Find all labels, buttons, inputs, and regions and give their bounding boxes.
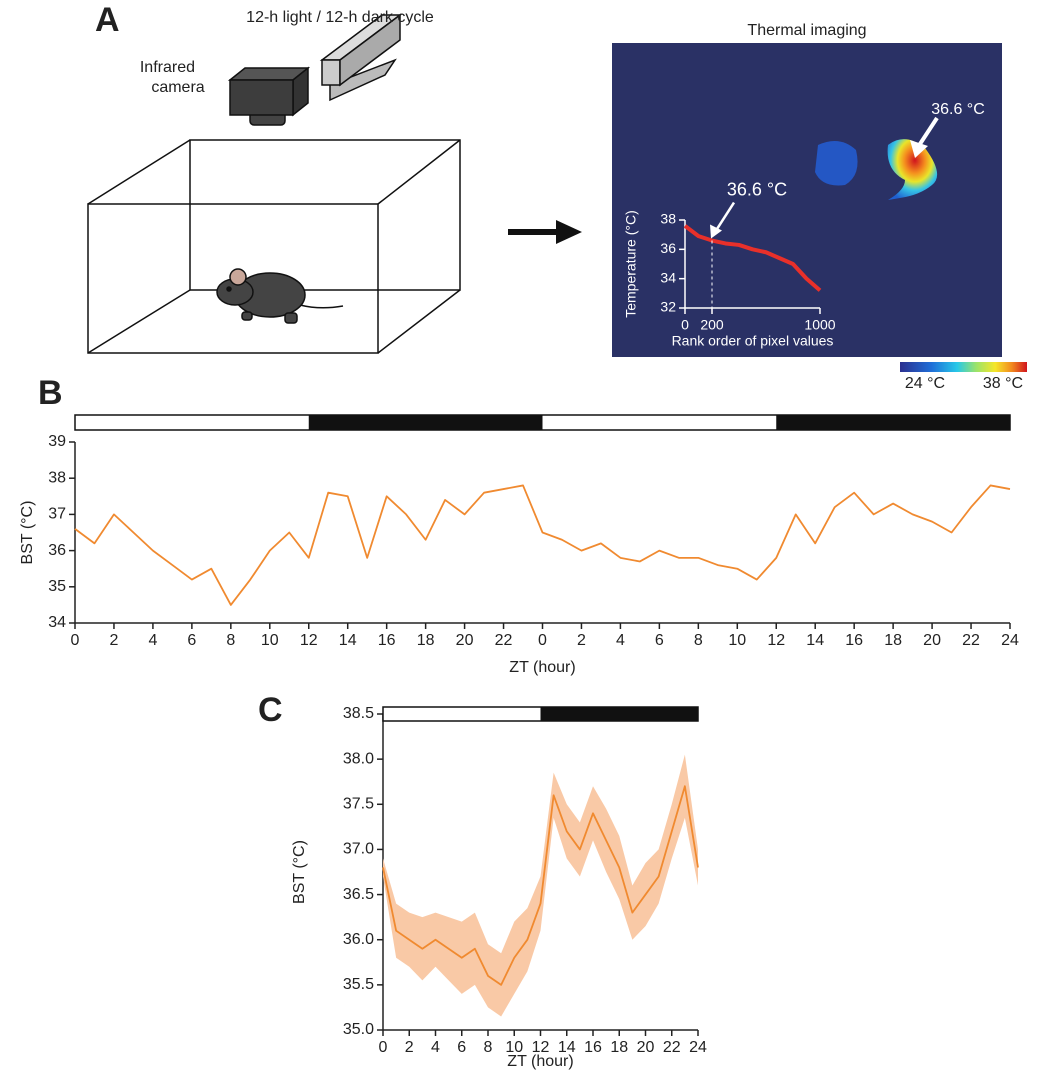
dark-bar	[540, 707, 698, 721]
y-tick-label: 35.5	[343, 976, 374, 993]
light-source	[319, 13, 403, 102]
x-tick-label: 10	[261, 632, 279, 649]
x-axis-label: ZT (hour)	[507, 1053, 573, 1070]
y-tick-label: 35.0	[343, 1021, 374, 1038]
y-tick-label: 34	[48, 614, 66, 631]
x-tick-label: 24	[689, 1039, 707, 1056]
x-tick-label: 2	[405, 1039, 414, 1056]
error-band	[383, 754, 698, 1017]
colorbar	[900, 362, 1027, 372]
x-tick-label: 24	[1001, 632, 1019, 649]
x-tick-label: 16	[378, 632, 396, 649]
data-line	[683, 224, 822, 292]
x-tick-label: 16	[584, 1039, 602, 1056]
x-tick-label: 0	[71, 632, 80, 649]
annotation-arrowhead	[710, 224, 722, 239]
x-tick-label: 200	[700, 317, 724, 333]
y-axis-label: BST (°C)	[291, 840, 308, 904]
cool-blob	[815, 141, 858, 186]
x-tick-label: 18	[610, 1039, 628, 1056]
camera-label: Infrared	[140, 59, 195, 76]
hotspot-arrow	[910, 116, 939, 158]
light-label: 12-h light / 12-h dark cycle	[246, 9, 434, 26]
x-tick-label: 10	[728, 632, 746, 649]
y-tick-label: 36	[48, 542, 66, 559]
infrared-camera	[227, 66, 311, 126]
dark-bar	[308, 415, 543, 430]
x-tick-label: 12	[532, 1039, 550, 1056]
mouse	[216, 268, 344, 324]
thermal-title: Thermal imaging	[747, 22, 866, 39]
colorbar-label: 38 °C	[983, 375, 1023, 392]
x-tick-label: 14	[558, 1039, 576, 1056]
x-tick-label: 8	[226, 632, 235, 649]
x-tick-label: 10	[505, 1039, 523, 1056]
x-tick-label: 6	[187, 632, 196, 649]
x-tick-label: 4	[431, 1039, 440, 1056]
y-tick-label: 39	[48, 433, 66, 450]
y-tick-label: 32	[660, 299, 676, 315]
y-tick-label: 36	[660, 240, 676, 256]
hot-blob	[887, 139, 938, 200]
data-line	[74, 484, 1011, 606]
annotation-arrow	[714, 201, 736, 232]
y-tick-label: 37	[48, 506, 66, 523]
colorbar-label: 24 °C	[905, 375, 945, 392]
y-tick-label: 36.0	[343, 931, 374, 948]
y-tick-label: 37.0	[343, 841, 374, 858]
x-tick-label: 0	[379, 1039, 388, 1056]
cage-diagram	[87, 139, 461, 354]
x-tick-label: 18	[884, 632, 902, 649]
hotspot-label: 36.6 °C	[931, 101, 985, 118]
annotation-label: 36.6 °C	[727, 179, 787, 199]
panel-label: A	[95, 1, 120, 39]
x-tick-label: 14	[806, 632, 824, 649]
x-tick-label: 8	[694, 632, 703, 649]
x-tick-label: 0	[538, 632, 547, 649]
x-tick-label: 8	[484, 1039, 493, 1056]
x-tick-label: 2	[110, 632, 119, 649]
y-tick-label: 35	[48, 578, 66, 595]
y-tick-label: 37.5	[343, 796, 374, 813]
y-tick-label: 38.0	[343, 750, 374, 767]
x-tick-label: 22	[495, 632, 513, 649]
panel-label: B	[38, 374, 63, 412]
x-tick-label: 20	[923, 632, 941, 649]
x-tick-label: 16	[845, 632, 863, 649]
y-tick-label: 38	[48, 469, 66, 486]
x-tick-label: 0	[681, 317, 689, 333]
x-tick-label: 20	[637, 1039, 655, 1056]
y-axis-label: BST (°C)	[19, 501, 36, 565]
x-tick-label: 1000	[804, 317, 835, 333]
camera-label: camera	[151, 79, 204, 96]
x-tick-label: 6	[457, 1039, 466, 1056]
x-tick-label: 22	[663, 1039, 681, 1056]
panel-label: C	[258, 691, 283, 729]
y-axis-label: Temperature (°C)	[623, 210, 639, 318]
y-tick-label: 38.5	[343, 705, 374, 722]
arrow	[508, 220, 582, 244]
x-tick-label: 4	[616, 632, 625, 649]
y-tick-label: 34	[660, 269, 676, 285]
x-tick-label: 2	[577, 632, 586, 649]
dark-bar	[776, 415, 1010, 430]
x-tick-label: 6	[655, 632, 664, 649]
y-tick-label: 38	[660, 211, 676, 227]
x-tick-label: 20	[456, 632, 474, 649]
x-axis-label: ZT (hour)	[509, 659, 575, 676]
x-axis-label: Rank order of pixel values	[672, 333, 834, 349]
x-tick-label: 12	[300, 632, 318, 649]
thermal-image	[612, 43, 1002, 357]
x-tick-label: 12	[767, 632, 785, 649]
x-tick-label: 18	[417, 632, 435, 649]
x-tick-label: 22	[962, 632, 980, 649]
x-tick-label: 14	[339, 632, 357, 649]
x-tick-label: 4	[148, 632, 157, 649]
data-line	[382, 785, 699, 986]
y-tick-label: 36.5	[343, 886, 374, 903]
